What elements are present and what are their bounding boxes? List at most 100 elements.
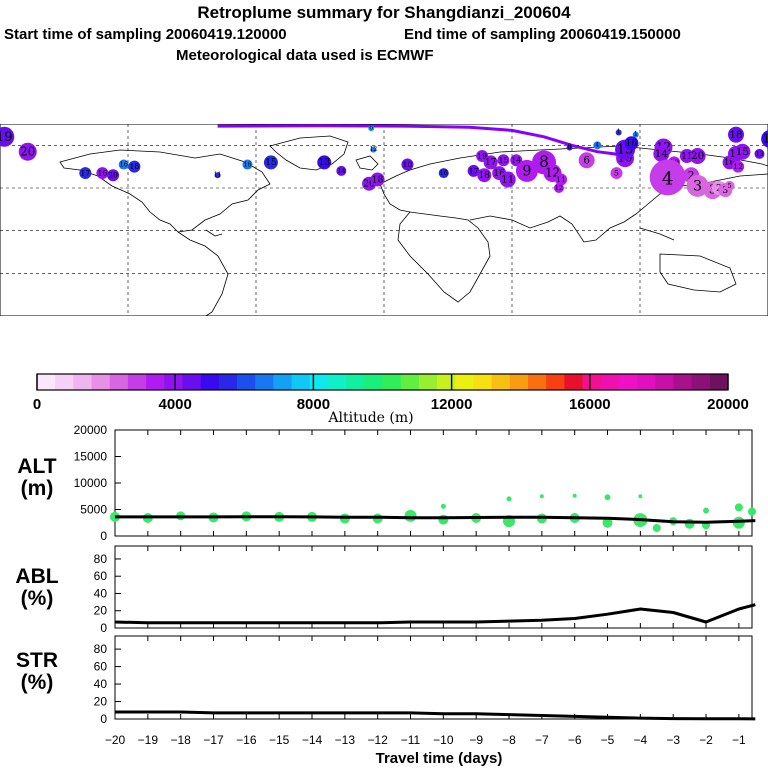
altitude-scatter-point <box>539 494 544 499</box>
colorbar-cell <box>509 374 529 390</box>
x-tick-label: −8 <box>502 733 516 747</box>
colorbar-cell <box>637 374 656 390</box>
y-tick-label: 60 <box>94 569 108 583</box>
colorbar-cell <box>309 374 329 390</box>
series-line <box>115 710 756 721</box>
alt-panel-label: ALT (m) <box>8 456 66 500</box>
y-tick-label: 15000 <box>74 450 108 464</box>
plume-marker <box>754 148 765 159</box>
plume-marker-label: 11 <box>501 174 514 186</box>
plume-marker <box>566 144 573 151</box>
colorbar-cell <box>200 374 220 390</box>
plume-marker <box>467 164 480 177</box>
colorbar-tick-label: 0 <box>33 396 41 413</box>
colorbar-cell <box>564 374 584 390</box>
colorbar-cell <box>237 374 256 390</box>
colorbar-cell <box>691 374 711 390</box>
plume-marker <box>734 143 751 160</box>
panel-0: 20000 15000 10000 5000 0 <box>74 423 756 543</box>
x-axis-label: Travel time (days) <box>376 750 503 767</box>
plume-marker-label: 9 <box>522 163 531 179</box>
abl-panel-label: ABL (%) <box>8 566 66 610</box>
figure-title: Retroplume summary for Shangdianzi_20060… <box>197 3 571 22</box>
plume-marker-label: 12 <box>733 162 743 171</box>
y-tick-label: 5000 <box>80 503 107 517</box>
plume-marker <box>653 145 670 162</box>
colorbar-cell <box>164 374 183 390</box>
panel-content: 20000 15000 10000 5000 0 80 60 40 20 0 80 60 40 20 0 −2… <box>74 423 756 747</box>
plume-marker <box>370 146 377 153</box>
plume-marker <box>118 159 129 170</box>
plume-marker-label: 16 <box>493 169 505 179</box>
colorbar-ticks: 0 4000 8000 12000 16000 20000 <box>33 374 749 413</box>
x-tick-label: −14 <box>302 733 323 747</box>
plume-marker <box>242 159 253 170</box>
colorbar: 0 4000 8000 12000 16000 20000 Altitude (m) <box>33 373 749 426</box>
colorbar-cell <box>582 374 602 390</box>
str-label-line2: (%) <box>20 671 54 694</box>
colorbar-cell <box>109 374 129 390</box>
colorbar-tick-label: 16000 <box>569 396 611 413</box>
plume-marker <box>732 160 745 173</box>
altitude-scatter-point <box>604 494 611 501</box>
altitude-scatter-point <box>602 517 613 528</box>
plume-marker-label: 20 <box>108 171 118 180</box>
colorbar-cell <box>455 374 474 390</box>
abl-label-line2: (%) <box>20 587 54 610</box>
plume-marker <box>761 130 768 148</box>
x-tick-label: −2 <box>699 733 713 747</box>
colorbar-label: Altitude (m) <box>327 410 413 426</box>
plume-marker <box>483 155 498 170</box>
altitude-scatter-point <box>703 507 710 514</box>
altitude-scatter-point <box>652 524 661 533</box>
time-series-panels: 20000 15000 10000 5000 0 80 60 40 20 0 80 60 40 20 0 −2… <box>74 423 756 767</box>
plume-marker <box>615 129 622 136</box>
colorbar-cell <box>273 374 293 390</box>
series-line <box>115 515 756 524</box>
plume-marker-label: 17 <box>80 168 90 177</box>
plume-marker-label: 16 <box>120 161 128 169</box>
x-tick-label: −11 <box>401 733 421 747</box>
panel-1: 80 60 40 20 0 <box>94 545 756 635</box>
altitude-scatter-point <box>506 496 512 502</box>
plume-marker-label: 18 <box>129 162 139 171</box>
altitude-scatter-point <box>638 494 643 499</box>
colorbar-cell <box>546 374 565 390</box>
y-tick-label: 10000 <box>74 476 108 490</box>
plume-marker <box>728 126 744 143</box>
colorbar-cell <box>182 374 202 390</box>
colorbar-cell <box>600 374 620 390</box>
abl-label-line1: ABL <box>15 565 59 588</box>
y-tick-label: 80 <box>94 552 108 566</box>
colorbar-cell <box>364 374 383 390</box>
x-tick-label: −12 <box>368 733 389 747</box>
colorbar-cell <box>527 374 547 390</box>
altitude-scatter-point <box>684 518 695 529</box>
colorbar-cell <box>618 374 638 390</box>
alt-label-line1: ALT <box>17 455 57 478</box>
plume-marker <box>610 167 623 180</box>
plume-marker-label: 19 <box>477 151 487 160</box>
plume-marker-label: 14 <box>655 148 669 160</box>
x-tick-label: −20 <box>105 733 126 747</box>
colorbar-cell <box>255 374 274 390</box>
y-tick-label: 80 <box>94 642 108 656</box>
panel-2: 80 60 40 20 0 <box>94 635 756 726</box>
plume-marker-label: 16 <box>243 161 251 169</box>
plume-marker-label: 6 <box>583 154 590 166</box>
plume-marker <box>624 136 639 151</box>
x-tick-label: −17 <box>203 733 224 747</box>
colorbar-cell <box>91 374 111 390</box>
y-tick-label: 40 <box>94 677 108 691</box>
colorbar-cell <box>473 374 493 390</box>
y-tick-label: 20000 <box>74 423 108 437</box>
plume-marker <box>649 159 686 196</box>
plume-marker-label: 1 <box>617 129 621 136</box>
plume-marker-label: 12 <box>555 184 563 192</box>
plume-marker-label: 10 <box>403 160 413 169</box>
x-tick-label: −19 <box>138 733 159 747</box>
colorbar-cell <box>146 374 165 390</box>
plume-marker-label: 20 <box>363 180 375 190</box>
x-tick-label: −1 <box>732 733 746 747</box>
plume-marker-label: 13 <box>318 158 330 168</box>
